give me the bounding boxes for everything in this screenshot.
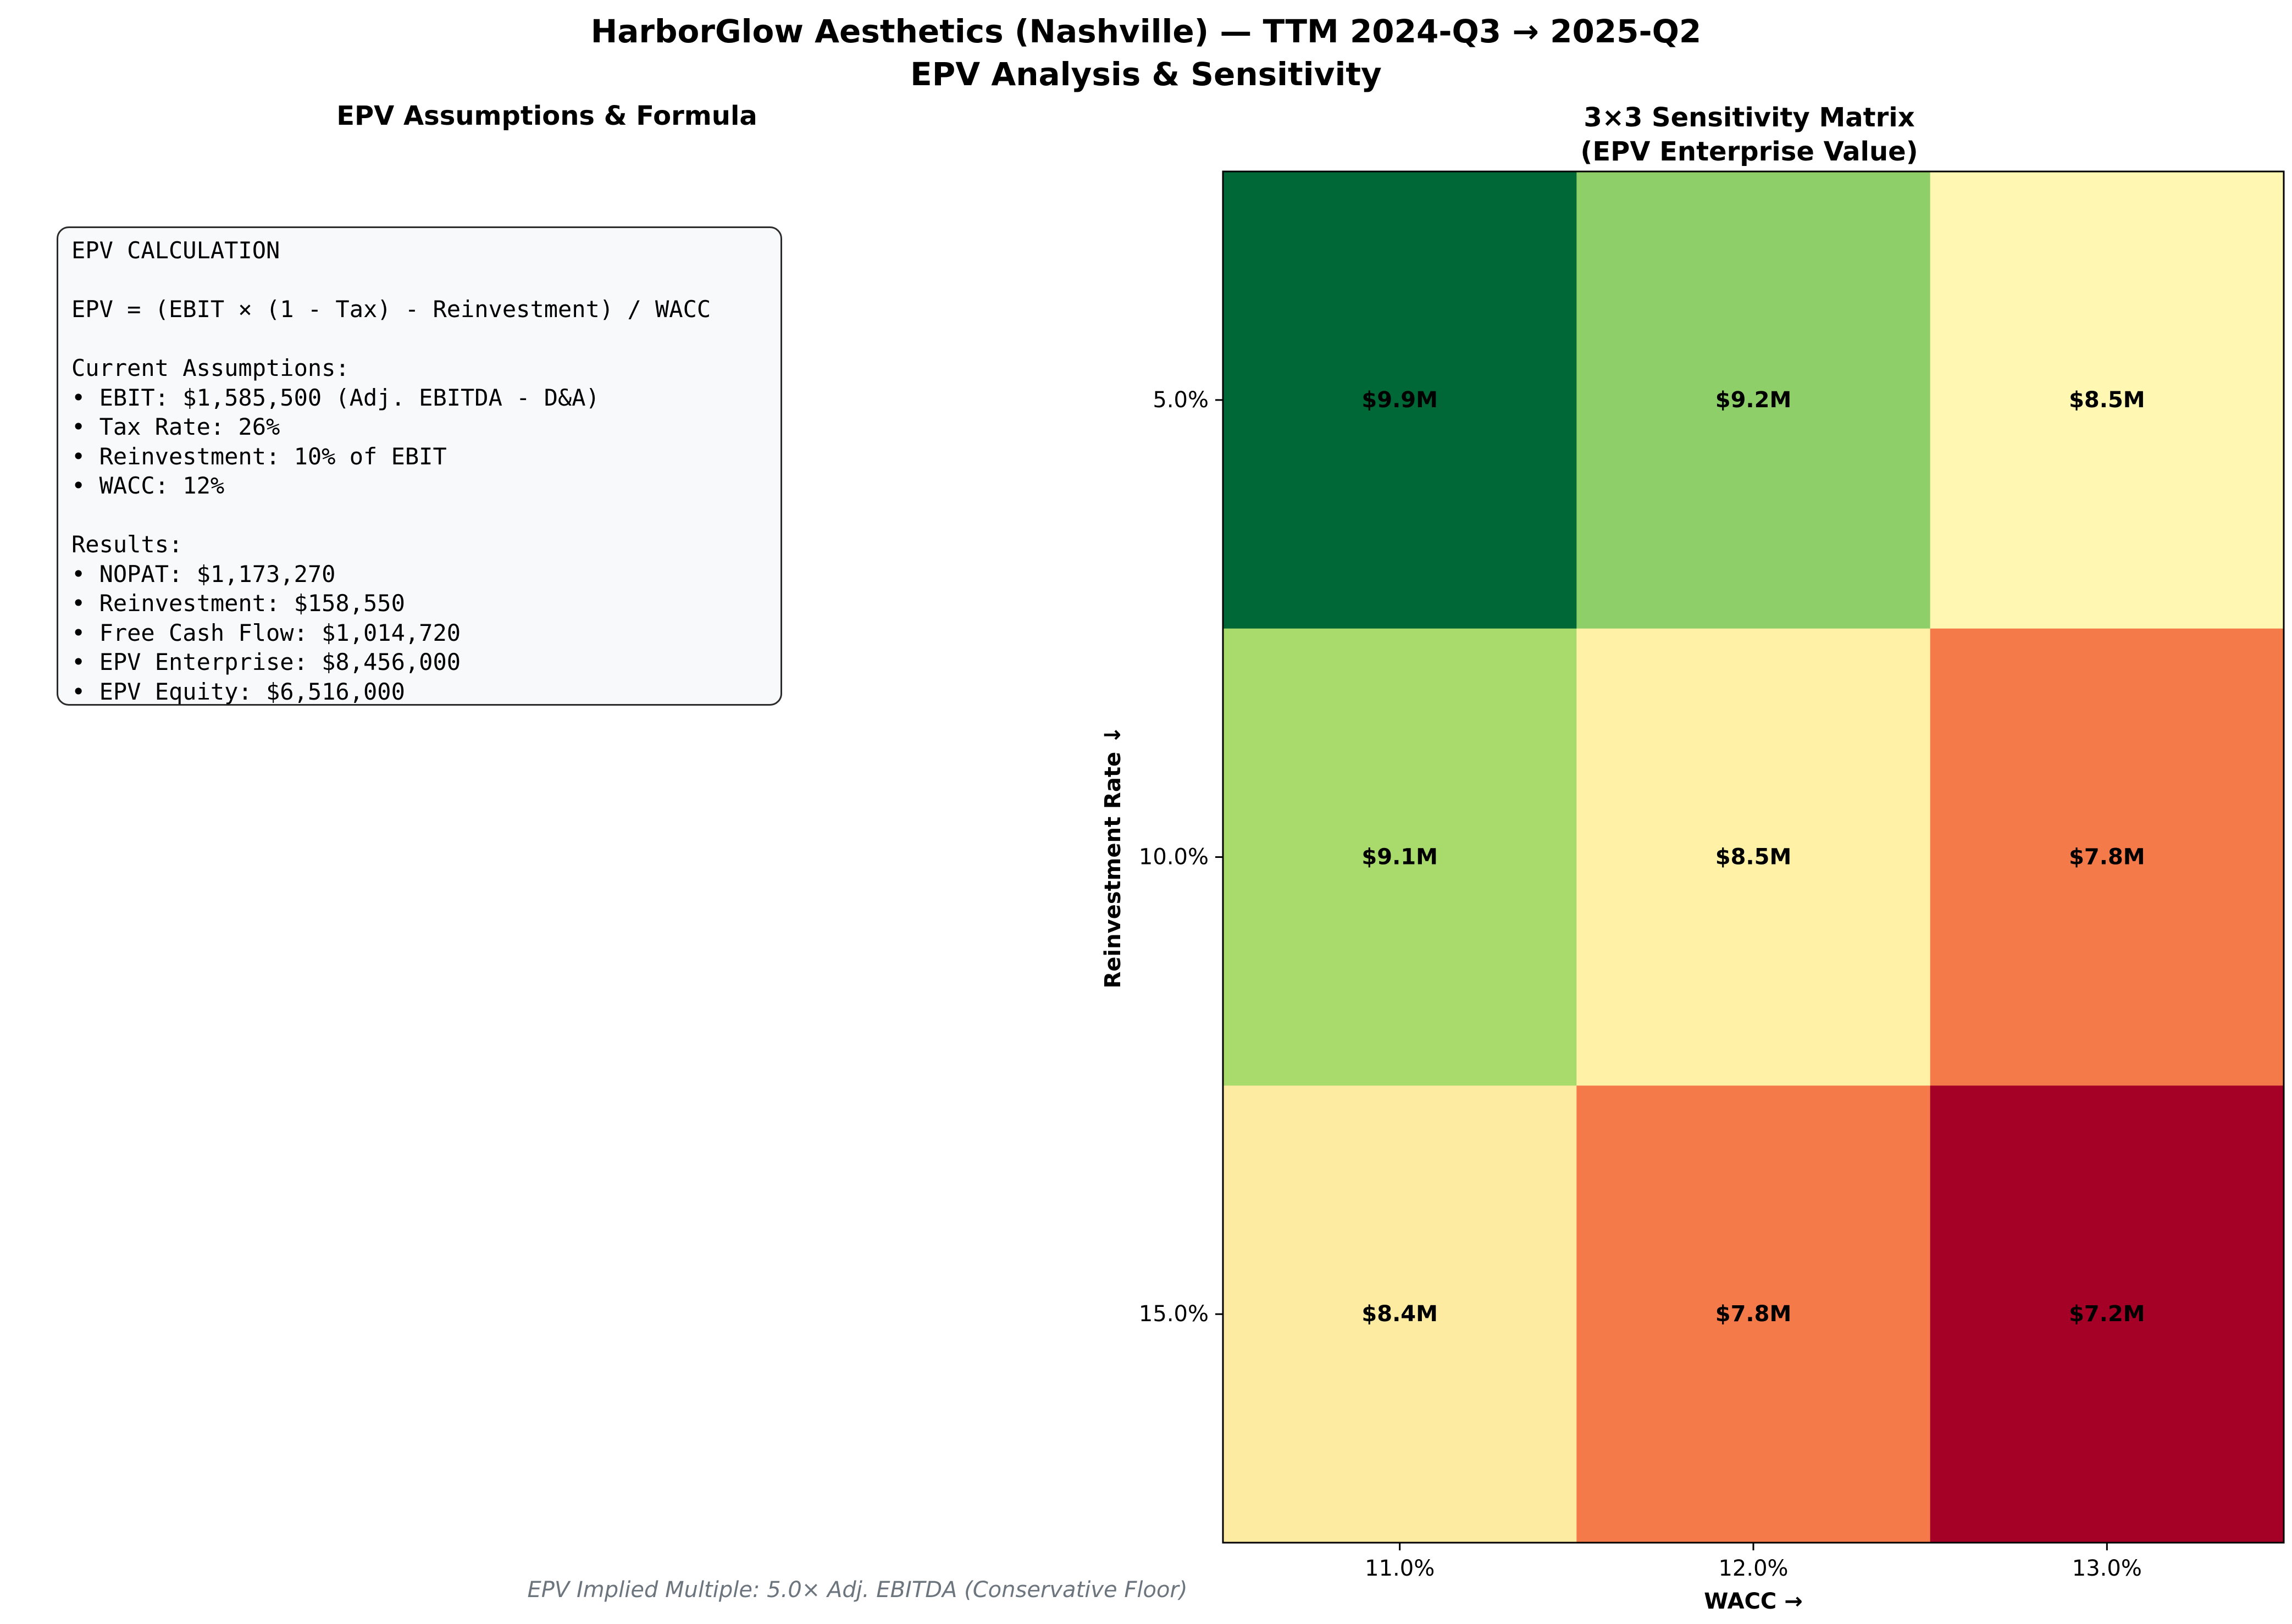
cell-value-label: $7.8M [2069,845,2145,870]
heatmap-cell [1223,628,1577,1086]
cell-value-label: $9.9M [1361,387,1438,413]
cell-value-label: $9.2M [1715,387,1792,413]
cell-value-label: $8.4M [1361,1301,1438,1327]
figure-title-line2: EPV Analysis & Sensitivity [910,56,1382,93]
heatmap-cell [1223,1085,1577,1543]
epv-calculation-box: EPV CALCULATION EPV = (EBIT × (1 - Tax) … [57,226,782,706]
epv-text-line: EPV CALCULATION [71,237,280,264]
heatmap-cell [1576,171,1931,629]
epv-text-line: • EBIT: $1,585,500 (Adj. EBITDA - D&A) [71,384,600,411]
epv-text-line: EPV = (EBIT × (1 - Tax) - Reinvestment) … [71,296,711,323]
epv-text-line: Current Assumptions: [71,354,350,381]
x-tick-label: 11.0% [1365,1556,1435,1581]
sensitivity-title-line1: 3×3 Sensitivity Matrix [1584,102,1915,133]
epv-text-line: • Free Cash Flow: $1,014,720 [71,619,461,646]
epv-text-line: • Reinvestment: 10% of EBIT [71,442,447,470]
heatmap-cell [1576,1085,1931,1543]
epv-text-line: • EPV Equity: $6,516,000 [71,678,405,705]
x-tick-label: 13.0% [2072,1556,2142,1581]
y-tick-label: 15.0% [1139,1301,1209,1327]
cell-value-label: $9.1M [1361,845,1438,870]
cell-value-label: $8.5M [1715,845,1792,870]
y-axis-label: Reinvestment Rate ↓ [1100,725,1126,988]
cell-value-label: $7.8M [1715,1301,1792,1327]
sensitivity-matrix-title: 3×3 Sensitivity Matrix (EPV Enterprise V… [1220,101,2278,169]
heatmap-cell [1930,1085,2284,1543]
epv-text-line: • Reinvestment: $158,550 [71,590,405,617]
cell-value-label: $8.5M [2069,387,2145,413]
figure-title: HarborGlow Aesthetics (Nashville) — TTM … [0,10,2292,96]
epv-text-line: Results: [71,531,183,558]
epv-text-line: • NOPAT: $1,173,270 [71,560,336,587]
heatmap-cell [1223,171,1577,629]
x-axis-label: WACC → [1704,1589,1802,1614]
heatmap-cell [1930,171,2284,629]
epv-text-line: • WACC: 12% [71,472,225,499]
cell-value-label: $7.2M [2069,1301,2145,1327]
sensitivity-title-line2: (EPV Enterprise Value) [1580,136,1918,167]
figure-title-line1: HarborGlow Aesthetics (Nashville) — TTM … [590,13,1702,50]
epv-text-line: • Tax Rate: 26% [71,413,280,440]
y-tick-label: 10.0% [1139,845,1209,870]
assumptions-panel-title: EPV Assumptions & Formula [336,101,757,131]
x-tick-label: 12.0% [1718,1556,1788,1581]
epv-text-line: • EPV Enterprise: $8,456,000 [71,649,461,675]
heatmap-cell [1576,628,1931,1086]
footer-note: EPV Implied Multiple: 5.0× Adj. EBITDA (… [527,1577,1188,1603]
heatmap-cell [1930,628,2284,1086]
y-tick-label: 5.0% [1153,387,1209,413]
